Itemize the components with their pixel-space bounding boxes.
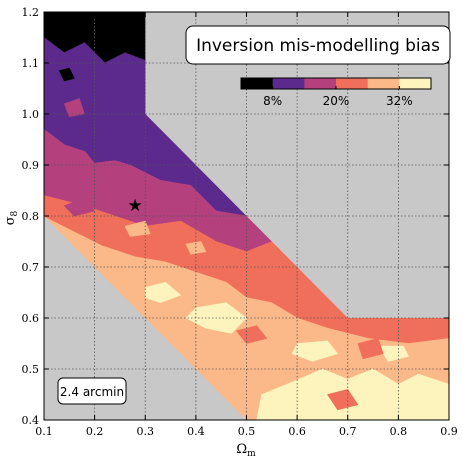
x-tick-label-1: 0.2 xyxy=(86,425,104,438)
resolution-label: 2.4 arcmin xyxy=(60,385,124,399)
y-tick-label-4: 0.8 xyxy=(22,210,40,223)
bias-band-15 xyxy=(64,98,85,117)
y-tick-label-2: 0.6 xyxy=(22,312,40,325)
y-tick-label-5: 0.9 xyxy=(22,159,40,172)
x-tick-label-2: 0.3 xyxy=(137,425,155,438)
y-axis-title: σ8 xyxy=(3,210,20,225)
bias-band-8 xyxy=(291,340,338,362)
y-axis-symbol: σ xyxy=(3,216,18,225)
bias-band-16 xyxy=(124,220,151,237)
x-axis-subscript: m xyxy=(247,449,256,459)
x-axis-title: Ωm xyxy=(236,442,256,459)
x-tick-label-6: 0.7 xyxy=(339,425,357,438)
bias-band-9 xyxy=(377,345,409,362)
y-axis-subscript: 8 xyxy=(10,210,20,216)
bias-band-18 xyxy=(236,325,268,344)
colorbar-segment-0 xyxy=(241,78,274,89)
bias-band-14 xyxy=(58,67,75,82)
colorbar-tick-label-2: 32% xyxy=(386,94,413,108)
y-tick-label-0: 0.4 xyxy=(22,414,40,427)
bias-band-11 xyxy=(357,338,384,360)
x-tick-label-4: 0.5 xyxy=(238,425,256,438)
x-tick-label-8: 0.9 xyxy=(440,425,458,438)
y-tick-label-6: 1.0 xyxy=(22,108,40,121)
bias-band-10 xyxy=(327,389,359,411)
colorbar-segment-2 xyxy=(304,78,337,89)
bias-band-13 xyxy=(84,144,116,163)
colorbar-segment-3 xyxy=(336,78,369,89)
colorbar-segment-5 xyxy=(399,78,432,89)
fiducial-star-marker: ★ xyxy=(128,196,143,216)
x-tick-label-5: 0.6 xyxy=(288,425,306,438)
colorbar-tick-label-0: 8% xyxy=(263,94,282,108)
x-tick-label-0: 0.1 xyxy=(35,425,53,438)
title-box: Inversion mis-modelling bias xyxy=(185,25,451,65)
bias-band-12 xyxy=(64,197,95,217)
colorbar: 8% 20% 32% xyxy=(240,77,432,108)
y-tick-label-1: 0.5 xyxy=(22,363,40,376)
x-tick-label-3: 0.4 xyxy=(187,425,205,438)
colorbar-tick-label-1: 20% xyxy=(323,94,350,108)
resolution-box: 2.4 arcmin xyxy=(57,377,127,405)
colorbar-segment-1 xyxy=(272,78,305,89)
x-axis-symbol: Ω xyxy=(236,442,247,457)
x-tick-label-7: 0.8 xyxy=(390,425,408,438)
chart-title: Inversion mis-modelling bias xyxy=(196,36,440,56)
y-tick-label-8: 1.2 xyxy=(22,6,40,19)
colorbar-segment-4 xyxy=(367,78,400,89)
y-tick-label-3: 0.7 xyxy=(22,261,40,274)
y-tick-label-7: 1.1 xyxy=(22,57,40,70)
